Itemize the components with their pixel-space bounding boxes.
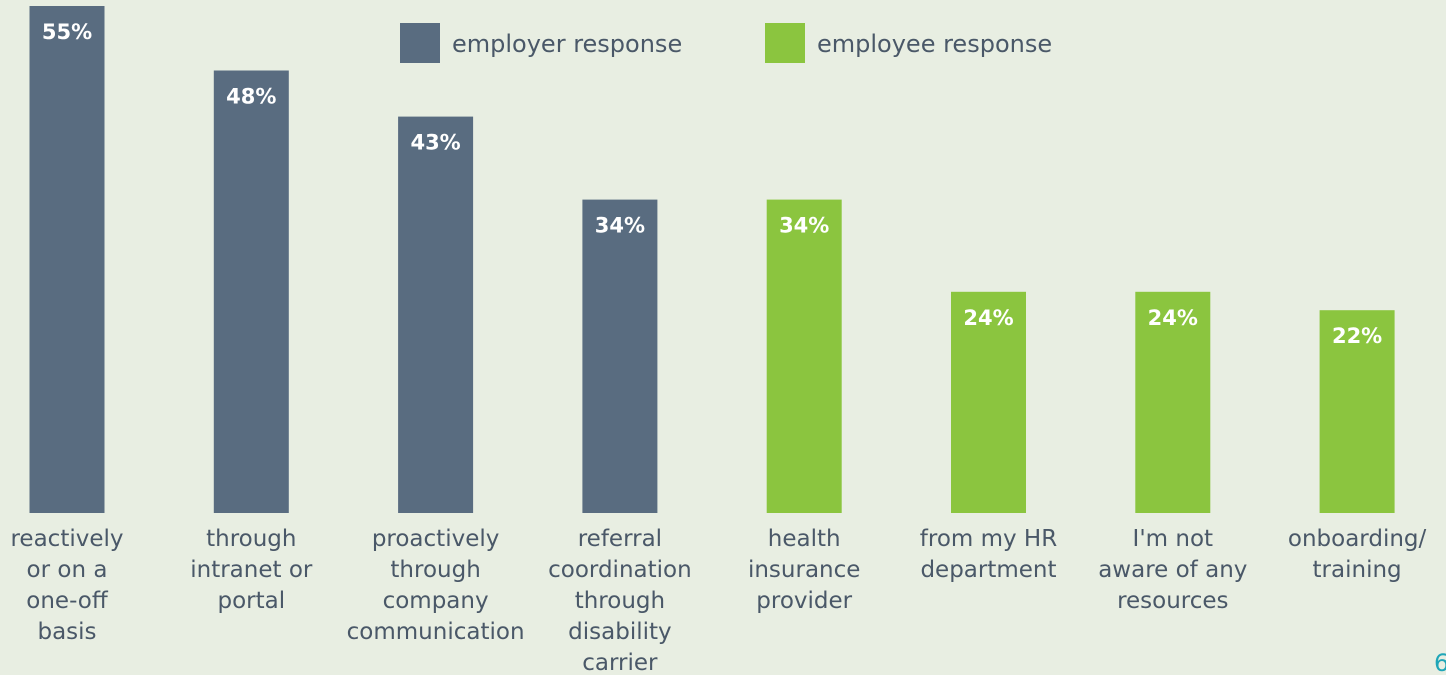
page-number: 6 — [1434, 649, 1446, 675]
category-labels: reactively or on a one-off basis through intr… — [10, 526, 1426, 675]
bar-7 — [1135, 291, 1211, 513]
legend-swatch-employee — [765, 23, 805, 63]
bar-value-label-5: 34% — [779, 214, 829, 238]
legend: employer response employee response — [400, 23, 1052, 63]
bar-5 — [766, 199, 842, 513]
legend-label-employer: employer response — [452, 30, 682, 58]
category-label-4: referral coordination through disability car… — [548, 526, 692, 675]
bars — [29, 6, 1395, 513]
bar-value-label-4: 34% — [595, 214, 645, 238]
category-label-3: proactively through company communication — [347, 526, 525, 645]
legend-swatch-employer — [400, 23, 440, 63]
category-label-8: onboarding/training — [1288, 526, 1427, 583]
category-label-5: health insurance provider — [748, 526, 860, 614]
bar-value-label-8: 22% — [1332, 324, 1382, 348]
bar-3 — [398, 116, 474, 513]
bar-2 — [213, 70, 289, 513]
bar-value-label-7: 24% — [1148, 306, 1198, 330]
bar-value-label-1: 55% — [42, 20, 92, 44]
category-label-2: through intranet or portal — [190, 526, 313, 614]
bar-6 — [951, 291, 1026, 513]
bar-value-label-2: 48% — [226, 85, 276, 109]
bar-8 — [1319, 310, 1395, 513]
bar-4 — [582, 199, 658, 513]
bar-value-labels: 55% 48% 43% 34% 34% 24% 24% 22% — [42, 20, 1382, 348]
category-label-1: reactively or on a one-off basis — [10, 526, 123, 645]
bar-1 — [29, 6, 105, 513]
legend-label-employee: employee response — [817, 30, 1052, 58]
bar-value-label-6: 24% — [963, 306, 1013, 330]
category-label-7: I'm not aware of any resources — [1098, 526, 1247, 614]
category-label-6: from my HR department — [920, 526, 1057, 583]
bar-value-label-3: 43% — [410, 131, 460, 155]
